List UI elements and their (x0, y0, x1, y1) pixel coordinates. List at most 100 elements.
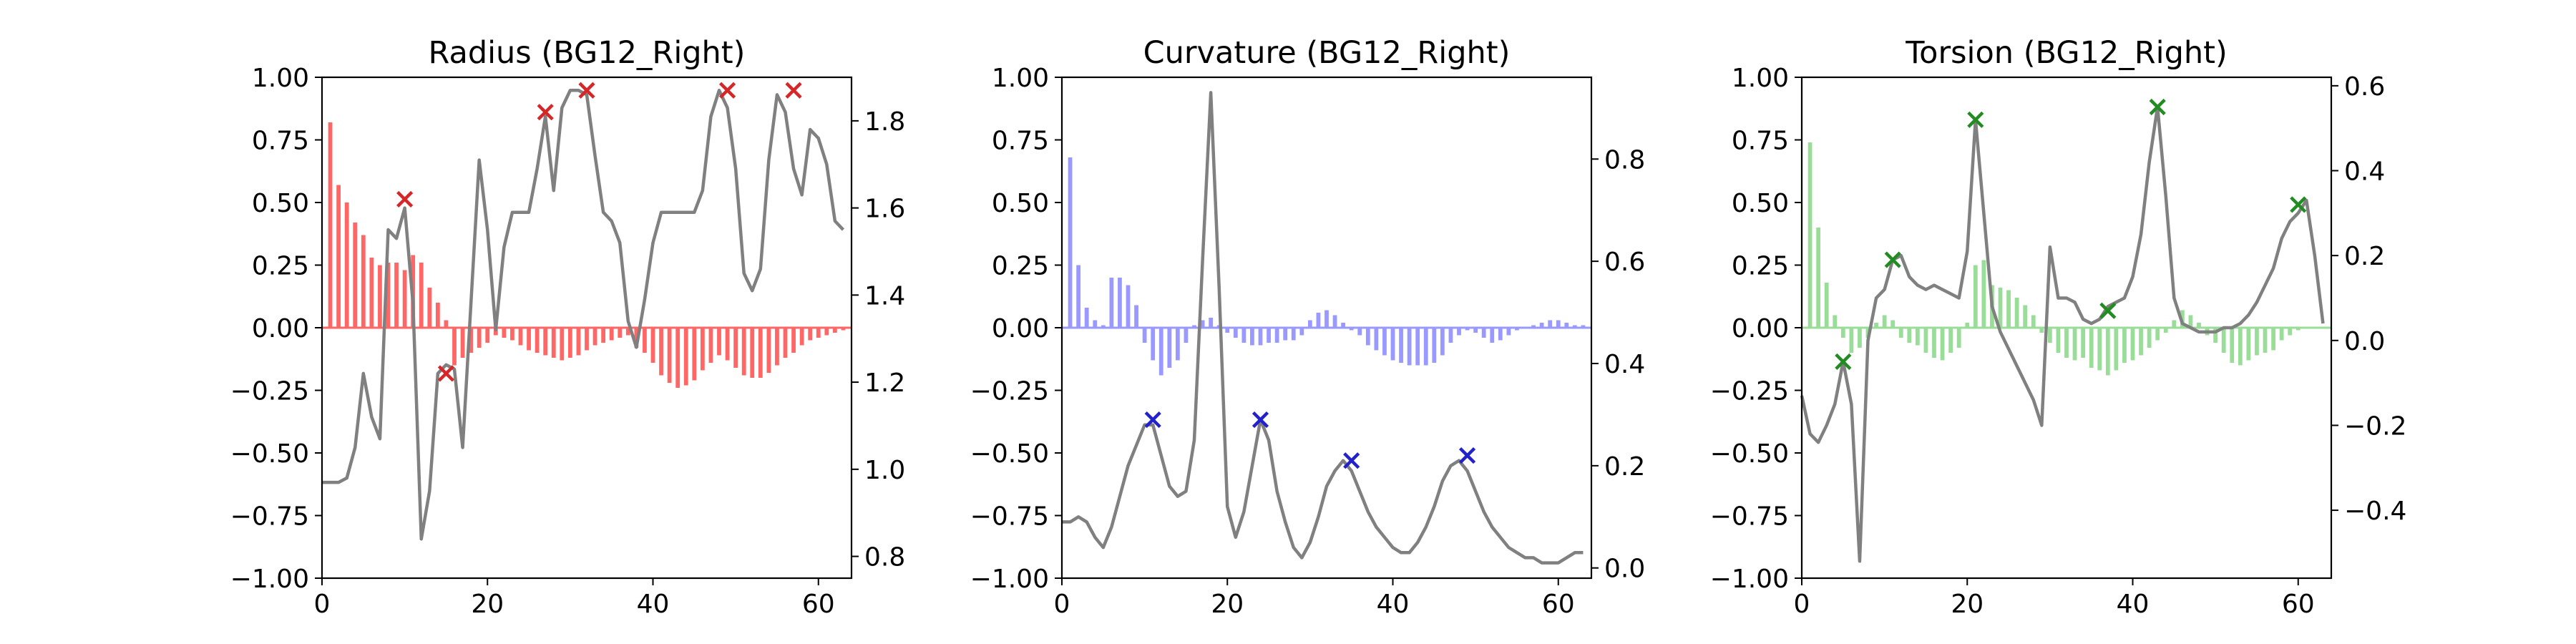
bar (1158, 328, 1163, 376)
bar (1940, 328, 1945, 361)
bar (1307, 320, 1312, 328)
bar (2014, 298, 2019, 328)
bar (2072, 328, 2077, 361)
bar (1093, 320, 1098, 328)
bar (560, 328, 565, 361)
x-tick-label: 20 (1951, 590, 1984, 619)
bar (1882, 315, 1887, 328)
peak-marker (1343, 452, 1360, 469)
bar (2039, 328, 2044, 333)
left-tick-label: −0.50 (1710, 439, 1789, 469)
bar (609, 328, 614, 341)
bar (2246, 328, 2251, 361)
left-tick-label: 1.00 (252, 64, 309, 93)
bar (336, 185, 341, 328)
bar (1209, 318, 1214, 328)
right-tick-label: 1.8 (864, 107, 905, 137)
bar (1258, 328, 1263, 346)
bar (1283, 328, 1288, 341)
bar (1998, 288, 2003, 328)
bar (1233, 328, 1238, 338)
bar (1440, 328, 1445, 356)
bar (1874, 323, 1878, 328)
bar (1324, 310, 1329, 328)
bar (1539, 323, 1544, 328)
right-tick-label: 1.6 (864, 195, 905, 224)
bar (1457, 328, 1461, 336)
bar (650, 328, 655, 363)
bar (452, 328, 457, 366)
bar (535, 328, 540, 353)
right-tick-label: 0.0 (2344, 327, 2385, 356)
right-tick-label: 0.2 (1604, 452, 1645, 482)
bar (708, 328, 713, 363)
bar (1382, 328, 1387, 356)
torsion-plot: 0 20 40 60 1.00 0.75 0.50 0.25 0.00 −0.25 −0.50 −0.… (1710, 64, 2407, 619)
bar (378, 265, 382, 328)
right-tick-label: −0.4 (2344, 497, 2406, 526)
bar (832, 328, 837, 333)
left-tick-label: −0.25 (230, 377, 309, 406)
bar (667, 328, 672, 383)
bar (1118, 278, 1122, 328)
right-tick-label: 1.4 (864, 281, 905, 311)
bar (585, 328, 589, 351)
bar (1833, 315, 1838, 328)
bar (2064, 328, 2069, 358)
left-tick-label: 1.00 (992, 64, 1049, 93)
left-tick-label: 0.50 (992, 189, 1049, 218)
bar (692, 328, 697, 381)
bar (1200, 320, 1205, 328)
panel-title: Curvature (BG12_Right) (1143, 35, 1511, 71)
bar (750, 328, 755, 378)
bar (2147, 328, 2152, 348)
bar (841, 328, 846, 331)
bar (725, 328, 730, 361)
x-tick-label: 0 (1794, 590, 1810, 619)
right-tick-label: 0.4 (2344, 157, 2385, 187)
bar (675, 328, 680, 388)
bar (1316, 313, 1321, 328)
peak-marker (718, 82, 736, 99)
bar (2188, 315, 2193, 328)
bar (1498, 328, 1503, 341)
bar (353, 223, 358, 328)
bar (1556, 320, 1561, 328)
bar (435, 303, 440, 328)
bar (1142, 328, 1147, 343)
x-tick-label: 40 (1377, 590, 1410, 619)
x-tick-label: 60 (2282, 590, 2315, 619)
left-tick-label: 0.00 (252, 314, 309, 343)
bar (2114, 328, 2119, 371)
bar (1250, 328, 1254, 346)
bar (1192, 325, 1196, 328)
bar (1423, 328, 1428, 366)
peak-marker (537, 104, 554, 121)
bar (543, 328, 548, 356)
bar (766, 328, 771, 373)
bar (659, 328, 663, 376)
bar (1068, 157, 1073, 328)
right-tick-label: 0.8 (1604, 145, 1645, 175)
bar (1490, 328, 1495, 343)
bar (1807, 142, 1813, 328)
right-tick-label: 1.2 (864, 369, 905, 398)
bar (518, 328, 523, 346)
bar (2031, 315, 2036, 328)
right-tick-label: 0.6 (1604, 248, 1645, 277)
bar (419, 263, 424, 328)
bar (1890, 320, 1896, 328)
bar (1134, 305, 1138, 328)
left-tick-label: −0.75 (970, 502, 1049, 532)
bar (427, 288, 432, 328)
peak-marker (578, 82, 595, 99)
bar (1291, 328, 1296, 341)
bar (1932, 328, 1936, 358)
bar (1267, 328, 1271, 343)
bar (1981, 260, 1986, 328)
left-tick-label: 0.25 (252, 252, 309, 281)
bar (1299, 328, 1304, 336)
bar (1824, 283, 1829, 328)
bar (1225, 328, 1230, 333)
bar (576, 328, 581, 356)
